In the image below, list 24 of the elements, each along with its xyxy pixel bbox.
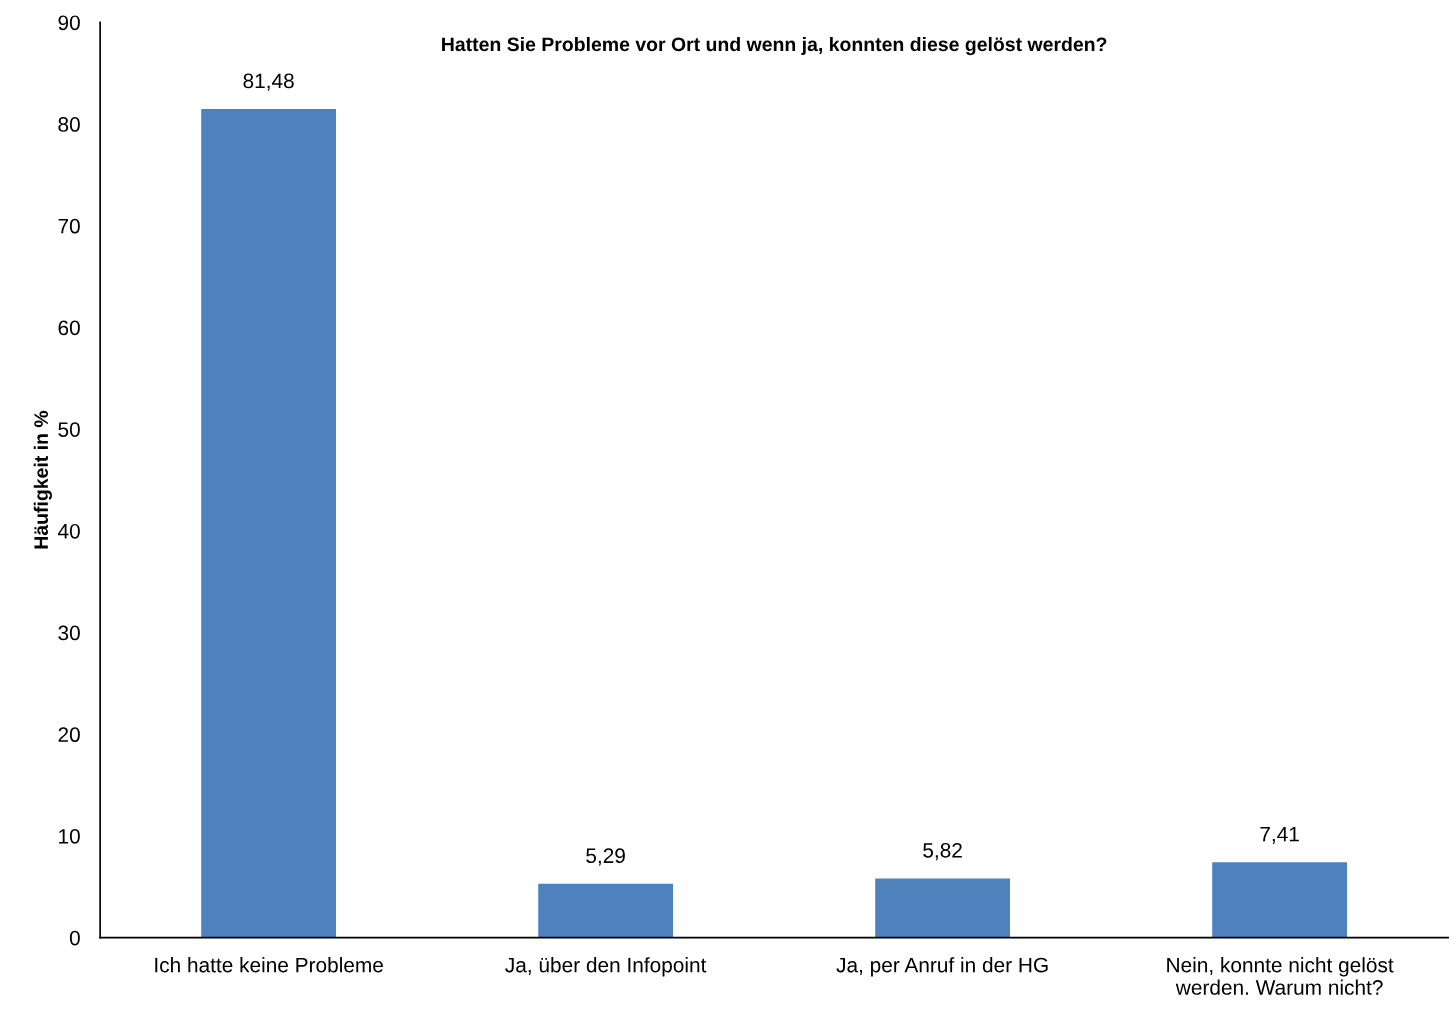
x-tick-label: Nein, konnte nicht gelöst werden. Warum nicht? — [1167, 957, 1394, 995]
y-tick-label: 90 — [58, 15, 80, 31]
x-tick-label: Ja, per Anruf in der HG — [836, 957, 1048, 977]
y-tick-label: 40 — [57, 523, 80, 539]
y-tick-label: 10 — [59, 828, 80, 844]
bar — [201, 109, 337, 938]
y-tick-label: 60 — [58, 320, 80, 336]
data-label: 7,41 — [1260, 826, 1299, 844]
y-axis-title: Häufigkeit in % — [33, 410, 52, 549]
bar — [538, 883, 674, 938]
x-tick-label: Ich hatte keine Probleme — [155, 957, 383, 973]
data-label: 81,48 — [243, 73, 294, 91]
y-tick-label: 80 — [58, 117, 80, 132]
y-tick-label: 20 — [58, 727, 80, 743]
bar — [875, 878, 1010, 938]
y-tick-label: 0 — [69, 930, 80, 946]
x-tick-label: Ja, über den Infopoint — [505, 957, 707, 977]
data-label: 5,29 — [586, 848, 625, 866]
bar — [1212, 862, 1347, 938]
y-tick-label: 70 — [58, 218, 80, 234]
text: Hatten Sie Probleme vor Ort und wenn ja, konnten diese gelöst werden? — [442, 36, 1107, 56]
y-tick-label: 30 — [58, 625, 80, 641]
data-label: 5,82 — [923, 842, 962, 861]
y-tick-label: 50 — [58, 422, 80, 437]
